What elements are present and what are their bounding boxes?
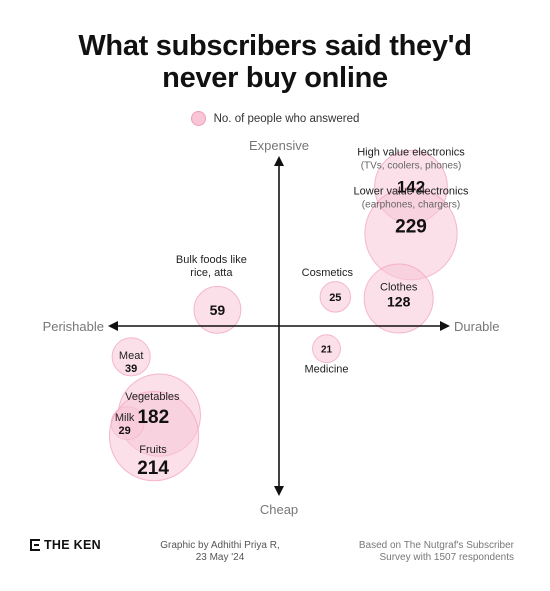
source-note: Based on The Nutgraf's Subscriber Survey… [314, 540, 514, 564]
value-cosmetics: 25 [329, 292, 341, 304]
label-bulk-foods: Bulk foods like [176, 254, 247, 266]
sublabel-high-value-electronics: (TVs, coolers, phones) [361, 161, 462, 172]
axes: Expensive Cheap Perishable Durable [43, 138, 500, 517]
label-milk: Milk [115, 412, 135, 424]
bubble-fruits [108, 391, 200, 482]
value-fruits: 214 [137, 458, 169, 479]
bubble-meat [111, 337, 151, 377]
bubble-layer [108, 149, 458, 482]
value-clothes: 128 [387, 293, 411, 309]
label-meat: Meat [119, 350, 143, 362]
credit-line-2: 23 May '24 [195, 552, 245, 563]
ken-logo-icon [30, 539, 40, 551]
value-medicine: 21 [321, 345, 333, 356]
brand-logo-text: THE KEN [44, 538, 101, 552]
axis-label-cheap: Cheap [260, 502, 298, 517]
axis-label-expensive: Expensive [249, 138, 309, 153]
arrow-right-icon [440, 321, 450, 331]
credit-line-1: Graphic by Adhithi Priya R, [160, 540, 280, 551]
graphic-credit: Graphic by Adhithi Priya R, 23 May '24 [150, 540, 290, 564]
label-medicine: Medicine [305, 364, 349, 376]
bubble-bulk-foods [193, 285, 242, 334]
bubble-medicine [312, 334, 341, 364]
arrow-up-icon [274, 156, 284, 166]
sublabel-bulk-foods: rice, atta [190, 267, 233, 279]
value-bulk-foods: 59 [210, 302, 226, 318]
value-lower-value-electronics: 229 [395, 217, 427, 238]
label-layer: High value electronics (TVs, coolers, pho… [115, 147, 469, 479]
chart-title-line-2: never buy online [162, 62, 388, 94]
axis-label-perishable: Perishable [43, 319, 104, 334]
source-line-2: Survey with 1507 respondents [379, 552, 514, 563]
value-vegetables: 182 [137, 407, 169, 428]
value-high-value-electronics: 142 [397, 178, 425, 197]
bubble-cosmetics [319, 281, 352, 313]
arrow-down-icon [274, 486, 284, 496]
label-clothes: Clothes [380, 281, 418, 293]
brand-logo: THE KEN [30, 538, 101, 552]
axis-label-durable: Durable [454, 319, 500, 334]
label-lower-value-electronics: Lower value electronics [354, 186, 469, 198]
chart-title-line-1: What subscribers said they'd [78, 30, 472, 62]
bubble-clothes [363, 263, 434, 334]
chart-title: What subscribers said they'd never buy o… [0, 30, 550, 94]
label-vegetables: Vegetables [125, 391, 180, 403]
value-milk: 29 [119, 425, 131, 437]
label-cosmetics: Cosmetics [302, 267, 354, 279]
sublabel-lower-value-electronics: (earphones, chargers) [362, 200, 460, 211]
value-meat: 39 [125, 363, 137, 375]
legend-bubble-icon [190, 111, 206, 126]
legend: No. of people who answered [0, 111, 550, 126]
label-fruits: Fruits [139, 444, 167, 456]
legend-label: No. of people who answered [213, 112, 360, 125]
label-high-value-electronics: High value electronics [357, 147, 465, 159]
source-line-1: Based on The Nutgraf's Subscriber [358, 540, 514, 551]
arrow-left-icon [108, 321, 118, 331]
